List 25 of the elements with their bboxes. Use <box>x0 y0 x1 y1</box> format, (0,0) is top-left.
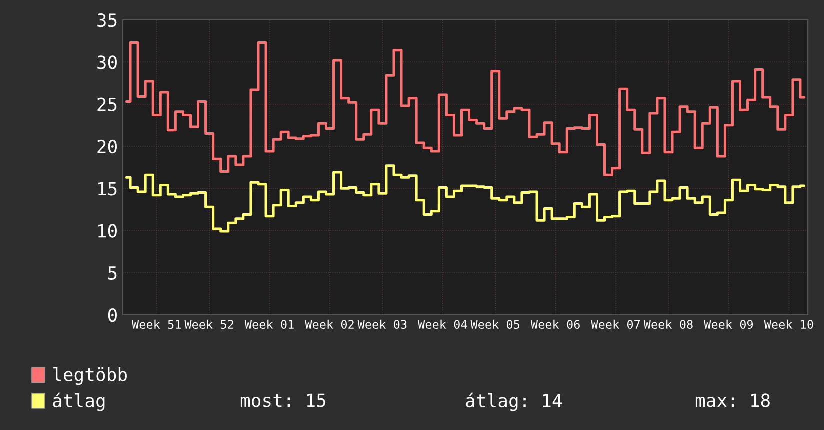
x-tick-label: Week 09 <box>704 320 754 330</box>
x-tick-label: Week 03 <box>358 320 407 330</box>
x-tick-label: Week 05 <box>470 320 520 330</box>
x-tick-label: Week 01 <box>244 320 294 330</box>
x-tick-label: Week 04 <box>418 320 468 330</box>
x-tick-label: Week 10 <box>764 320 814 330</box>
y-tick-label: 15 <box>98 182 117 196</box>
y-tick-label: 25 <box>98 98 117 112</box>
x-tick-label: Week 08 <box>644 320 693 330</box>
x-tick-label: Week 52 <box>184 320 234 330</box>
legend-label: átlag <box>53 392 105 412</box>
y-tick-label: 35 <box>98 14 117 28</box>
legend-label: legtöbb <box>53 367 128 386</box>
text: most: 15 <box>240 394 326 408</box>
y-tick-label: 10 <box>98 224 117 238</box>
text: max: 18 <box>696 394 770 408</box>
x-tick-label: Week 51 <box>132 320 181 330</box>
x-tick-label: Week 07 <box>591 320 640 330</box>
x-tick-label: Week 02 <box>305 320 354 330</box>
text: átlag: 14 <box>466 392 562 412</box>
y-tick-label: 20 <box>98 140 117 154</box>
x-tick-label: Week 06 <box>530 320 580 330</box>
y-tick-label: 30 <box>98 56 117 70</box>
y-tick-label: 0 <box>108 308 117 322</box>
y-tick-label: 5 <box>108 266 117 280</box>
